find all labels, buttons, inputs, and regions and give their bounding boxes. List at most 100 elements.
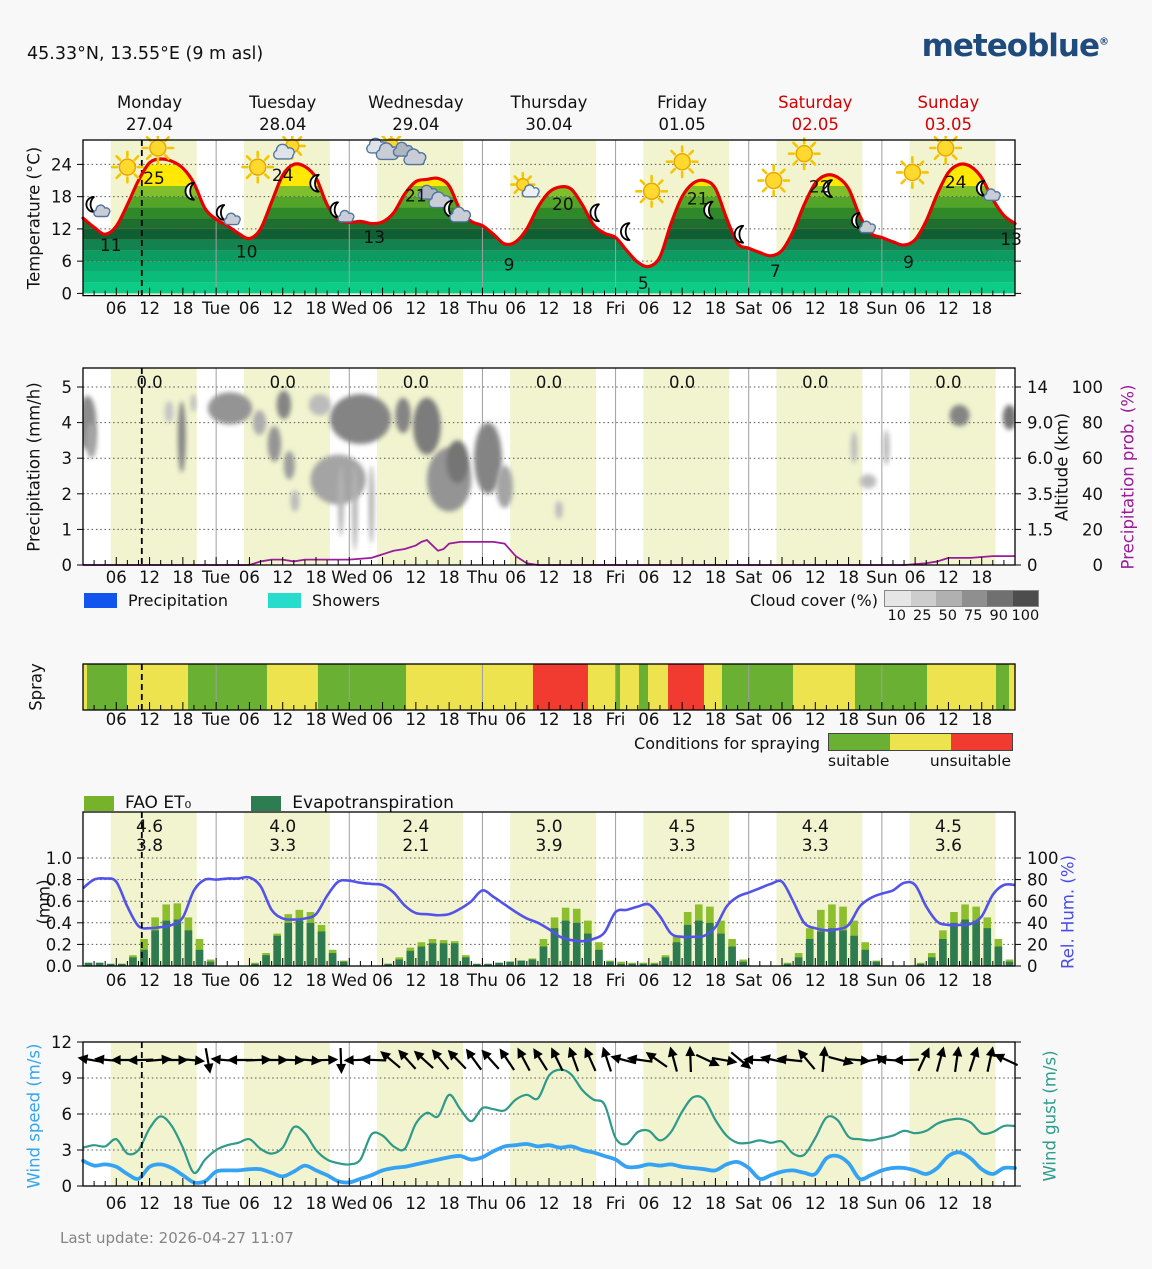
spray-axis-label: Spray [26, 663, 46, 711]
rel-hum-axis-label: Rel. Hum. (%) [1058, 855, 1078, 969]
svg-text:Fri: Fri [606, 568, 626, 587]
showers-swatch [268, 593, 302, 608]
daylight-band [243, 1042, 330, 1186]
svg-text:18: 18 [306, 710, 327, 729]
spray-moderate-swatch [890, 734, 951, 750]
sun-icon [141, 136, 175, 165]
cloud-cover-stop-label: 25 [913, 608, 932, 624]
precipitation-y-ticks: 0 1 2 3 4 5 [62, 378, 73, 575]
wind-gust-axis-label: Wind gust (m/s) [1040, 1050, 1060, 1182]
precipitation-swatch [84, 593, 117, 608]
svg-text:Tue: Tue [201, 1194, 230, 1213]
daylight-band [776, 368, 863, 565]
day-header-tuesday: Tuesday 28.04 [213, 92, 353, 136]
svg-text:4.5: 4.5 [669, 817, 696, 837]
svg-text:1: 1 [62, 520, 73, 539]
temperature-extreme-labels: 11 25 10 24 13 21 9 20 5 21 7 22 9 24 13 [100, 166, 1022, 294]
sun-cloud-icon [510, 171, 540, 198]
svg-text:0.2: 0.2 [46, 935, 72, 954]
svg-text:06: 06 [239, 710, 260, 729]
svg-text:12: 12 [539, 568, 560, 587]
day-header-saturday: Saturday 02.05 [745, 92, 885, 136]
svg-text:18: 18 [439, 299, 460, 318]
svg-text:12: 12 [139, 710, 160, 729]
svg-text:10: 10 [236, 242, 258, 262]
meteoblue-logo: meteoblue® [921, 28, 1109, 64]
day-header-sunday: Sunday 03.05 [878, 92, 1018, 136]
svg-text:12: 12 [139, 971, 160, 990]
precipitation-axis-label: Precipitation (mm/h) [24, 382, 44, 552]
svg-text:06: 06 [106, 710, 127, 729]
svg-text:3: 3 [62, 449, 73, 468]
svg-text:3.5: 3.5 [1027, 485, 1053, 504]
svg-text:18: 18 [306, 1194, 327, 1213]
day-name: Tuesday [249, 93, 317, 112]
svg-text:0.0: 0.0 [935, 373, 961, 392]
moon-icon [822, 179, 833, 198]
moon-icon [184, 181, 195, 201]
x-axis-labels: 06 12 18 06 12 18 06 12 18 06 12 18 06 12 18 06 12 18 06 12… [106, 971, 992, 990]
spray-legend-scale [828, 733, 1013, 751]
svg-text:9: 9 [903, 253, 914, 273]
svg-text:9: 9 [62, 1069, 73, 1088]
svg-text:Tue: Tue [201, 710, 230, 729]
cloud-cover-swatch-50 [936, 591, 962, 606]
svg-text:18: 18 [838, 971, 859, 990]
svg-text:0.0: 0.0 [669, 373, 695, 392]
svg-text:06: 06 [638, 568, 659, 587]
svg-text:12: 12 [672, 299, 693, 318]
svg-text:18: 18 [439, 568, 460, 587]
svg-text:18: 18 [306, 568, 327, 587]
svg-text:06: 06 [638, 710, 659, 729]
svg-text:18: 18 [971, 710, 992, 729]
svg-text:12: 12 [938, 971, 959, 990]
svg-text:3.3: 3.3 [802, 836, 829, 856]
svg-text:18: 18 [838, 568, 859, 587]
svg-text:06: 06 [905, 710, 926, 729]
svg-text:4.4: 4.4 [802, 817, 829, 837]
svg-text:06: 06 [106, 1194, 127, 1213]
spray-condition-segments [83, 664, 1016, 710]
temperature-axis-label: Temperature (°C) [24, 146, 44, 290]
clouds-icon [392, 141, 427, 166]
wind-chart: 0 3 6 9 12 06 12 18 06 12 18 06 12 18 06 12 18 06 12 18 06 12… [51, 1033, 1021, 1213]
svg-text:9: 9 [504, 255, 515, 275]
cloud-cover-stop-label: 90 [989, 608, 1008, 624]
svg-text:0.0: 0.0 [403, 373, 429, 392]
svg-text:0: 0 [62, 1177, 73, 1196]
svg-text:18: 18 [572, 1194, 593, 1213]
svg-text:18: 18 [172, 299, 193, 318]
svg-text:18: 18 [51, 188, 72, 207]
cloud-cover-stop-label: 75 [964, 608, 983, 624]
svg-text:18: 18 [838, 1194, 859, 1213]
evapotranspiration-chart: 4.63.84.03.32.42.15.03.94.53.34.43.34.53… [46, 811, 1059, 990]
svg-text:14: 14 [1027, 378, 1048, 397]
svg-text:0.0: 0.0 [536, 373, 562, 392]
x-axis-labels: 06 12 18 06 12 18 06 12 18 06 12 18 06 12 18 06 12 18 06 12… [106, 710, 992, 729]
cloud-cover-legend-label: Cloud cover (%) [749, 591, 878, 610]
svg-text:3.6: 3.6 [935, 836, 962, 856]
svg-text:24: 24 [51, 155, 72, 174]
moon-cloud-icon [85, 196, 111, 218]
svg-text:80: 80 [1082, 414, 1103, 433]
moon-icon [733, 224, 745, 244]
svg-text:3.3: 3.3 [269, 836, 296, 856]
svg-text:18: 18 [705, 299, 726, 318]
svg-text:0: 0 [1027, 556, 1038, 575]
svg-text:Tue: Tue [201, 299, 230, 318]
svg-text:4.0: 4.0 [269, 817, 296, 837]
day-header-thursday: Thursday 30.04 [479, 92, 619, 136]
svg-text:12: 12 [139, 1194, 160, 1213]
svg-text:06: 06 [638, 299, 659, 318]
svg-text:12: 12 [272, 971, 293, 990]
svg-text:06: 06 [372, 710, 393, 729]
svg-text:12: 12 [405, 299, 426, 318]
svg-text:Thu: Thu [466, 1194, 498, 1213]
svg-text:12: 12 [938, 299, 959, 318]
sun-icon [895, 155, 929, 189]
sun-icon [110, 150, 144, 184]
svg-text:20: 20 [1082, 520, 1103, 539]
svg-text:06: 06 [638, 971, 659, 990]
cloud-cover-scale-ticks: 10 25 50 75 90 100 [884, 608, 1040, 624]
